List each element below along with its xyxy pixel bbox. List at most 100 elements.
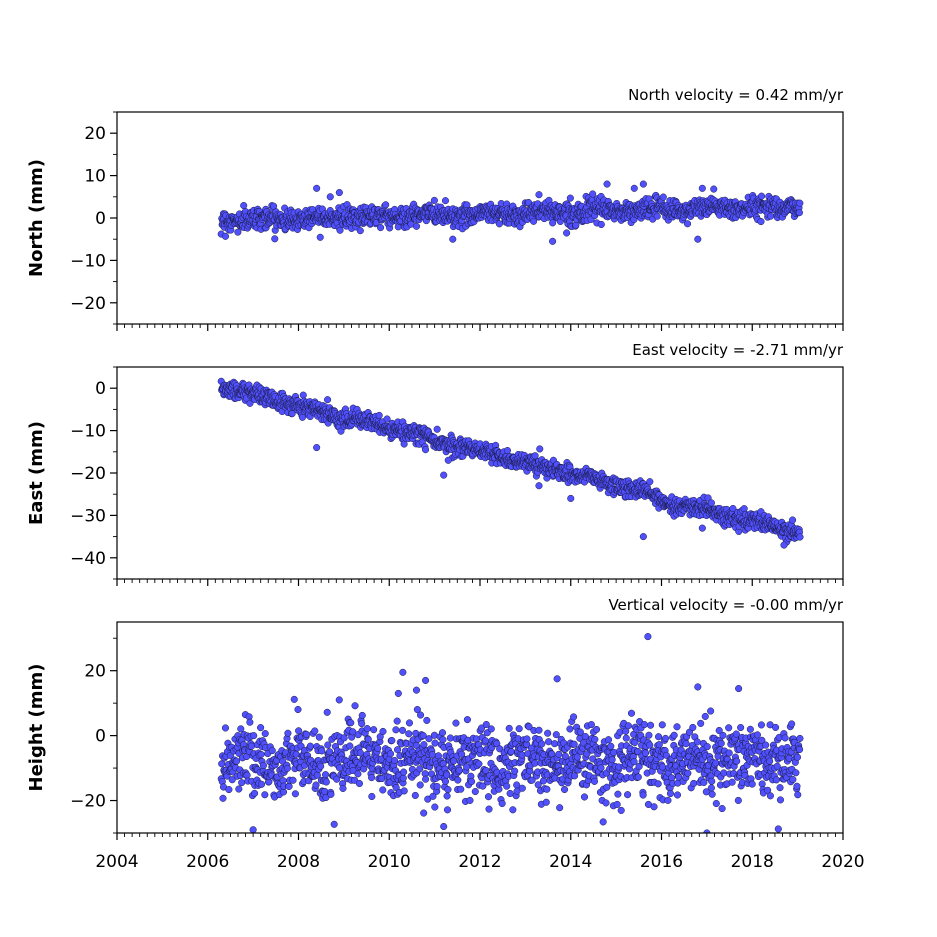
data-point [428, 751, 436, 759]
data-point [530, 217, 538, 225]
data-point [358, 720, 366, 728]
y-tick-label: 0 [95, 209, 106, 229]
data-point [251, 789, 259, 797]
data-point [661, 734, 670, 742]
data-point [468, 778, 476, 786]
data-point [697, 719, 705, 727]
data-point [725, 724, 733, 732]
data-point [355, 779, 363, 788]
data-point [347, 719, 355, 727]
data-point [658, 721, 666, 729]
data-point [580, 793, 589, 801]
data-point [250, 732, 258, 740]
data-point [431, 739, 439, 747]
data-point [232, 757, 241, 765]
y-tick-label: 10 [84, 167, 106, 187]
data-point [313, 444, 321, 452]
data-point [659, 193, 667, 201]
data-point [444, 456, 452, 464]
data-point [368, 774, 376, 782]
data-point [682, 740, 690, 748]
data-point [789, 775, 797, 784]
data-point [753, 731, 761, 739]
data-point [431, 803, 439, 811]
plot-frame [116, 366, 844, 580]
data-point [718, 805, 726, 813]
data-point [507, 748, 515, 756]
y-tick-label: −20 [70, 792, 106, 812]
data-point [235, 785, 243, 793]
data-point [704, 494, 712, 502]
data-point [630, 758, 638, 766]
data-point [634, 773, 642, 781]
data-point [700, 778, 708, 787]
data-point [602, 799, 610, 807]
data-point [733, 757, 741, 765]
panel-1: −40 −30 −20 −10 0 East (mm) East velocity = -2… [26, 341, 844, 586]
data-point [766, 792, 774, 800]
data-point [708, 777, 716, 785]
data-point [441, 197, 450, 205]
data-point [290, 695, 298, 703]
x-tick-label: 2006 [186, 852, 229, 872]
data-point [412, 222, 421, 230]
data-point [379, 786, 387, 794]
data-point [683, 220, 692, 228]
data-point [302, 730, 311, 738]
data-point [294, 705, 302, 714]
data-point [446, 734, 454, 742]
panel-2: 2004 2006 2008 2010 2012 2014 2016 2018 2020 −20 0… [26, 596, 865, 872]
data-point [379, 727, 387, 736]
data-point [796, 745, 804, 754]
data-point [259, 761, 267, 770]
data-point [729, 504, 737, 513]
data-point [666, 789, 675, 798]
data-point [553, 675, 561, 683]
data-point [670, 731, 678, 739]
data-point [757, 721, 765, 729]
data-point [592, 725, 601, 734]
data-point [484, 793, 493, 801]
data-point [509, 806, 517, 814]
data-point [438, 729, 447, 737]
data-point [792, 769, 800, 777]
data-point [664, 796, 672, 804]
data-point [289, 776, 297, 784]
data-point [591, 735, 599, 743]
data-point [246, 718, 254, 726]
data-point [701, 712, 709, 720]
data-point [249, 826, 257, 833]
data-point [306, 742, 314, 750]
data-point [590, 777, 599, 785]
data-point [400, 787, 408, 795]
data-point [405, 730, 413, 738]
data-point [617, 806, 625, 814]
y-tick-label: −30 [70, 506, 106, 526]
data-point [624, 722, 632, 730]
data-point [388, 736, 396, 745]
data-point [728, 778, 736, 786]
y-tick-label: −40 [70, 549, 106, 569]
data-point [295, 727, 303, 735]
data-point [335, 189, 343, 197]
data-point [793, 753, 802, 761]
data-point [455, 766, 463, 774]
data-point [337, 427, 345, 435]
data-point [335, 696, 343, 704]
data-point [734, 796, 742, 805]
data-point [720, 769, 728, 777]
data-point [703, 743, 711, 751]
data-point [552, 731, 560, 739]
data-point [544, 729, 552, 737]
data-point [640, 721, 648, 729]
data-point [405, 719, 413, 727]
data-point [391, 757, 399, 765]
data-point [240, 201, 248, 210]
y-tick-label: 20 [84, 662, 106, 682]
panel-title: Vertical velocity = -0.00 mm/yr [608, 596, 843, 614]
data-point [322, 778, 330, 786]
data-point [219, 794, 227, 802]
data-point [443, 806, 452, 814]
x-tick-label: 2012 [458, 852, 501, 872]
data-point [444, 785, 452, 794]
